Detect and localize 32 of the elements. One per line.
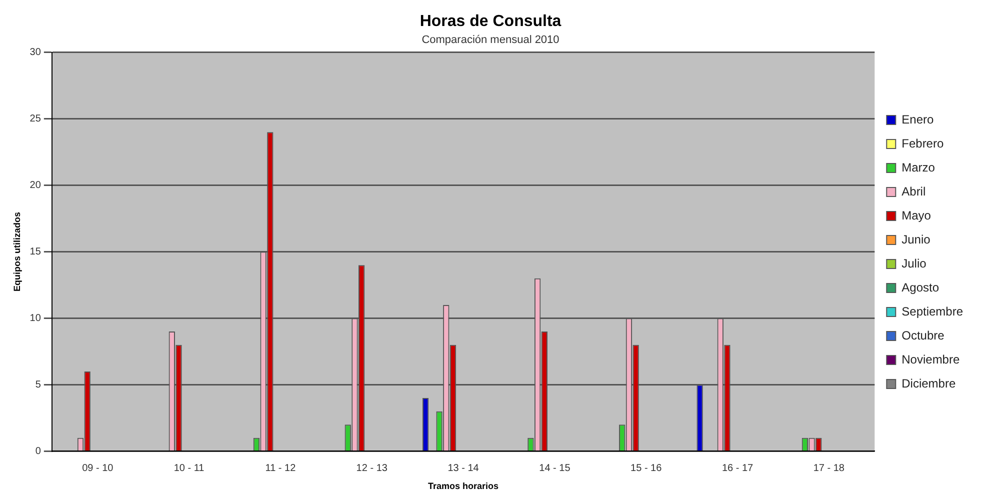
chart-subtitle: Comparación mensual 2010: [422, 34, 560, 46]
x-tick-label: 17 - 18: [813, 462, 845, 474]
legend-label: Mayo: [902, 208, 932, 222]
x-tick-label: 12 - 13: [356, 462, 388, 474]
y-axis-title: Equipos utilizados: [12, 212, 22, 292]
legend-label: Junio: [902, 232, 931, 246]
x-axis-title: Tramos horarios: [428, 481, 499, 492]
x-tick-label: 13 - 14: [448, 462, 480, 474]
legend-label: Marzo: [902, 160, 936, 174]
legend-label: Septiembre: [902, 304, 964, 318]
legend-label: Julio: [902, 256, 927, 270]
legend-label: Abril: [902, 184, 926, 198]
legend-label: Diciembre: [902, 376, 956, 390]
legend-label: Agosto: [902, 280, 940, 294]
x-tick-label: 16 - 17: [722, 462, 754, 474]
y-tick-label: 5: [35, 379, 42, 390]
legend-label: Enero: [902, 112, 934, 126]
x-tick-label: 09 - 10: [82, 462, 114, 474]
legend-label: Febrero: [902, 136, 944, 150]
y-tick-label: 30: [30, 47, 42, 58]
x-tick-label: 11 - 12: [265, 462, 296, 474]
chart-title: Horas de Consulta: [420, 13, 562, 30]
x-tick-label: 15 - 16: [630, 462, 662, 474]
x-tick-label: 14 - 15: [539, 462, 571, 474]
y-tick-label: 0: [35, 446, 42, 457]
y-tick-label: 20: [30, 180, 42, 192]
y-tick-label: 15: [30, 246, 42, 258]
y-tick-label: 10: [30, 313, 42, 324]
y-tick-label: 25: [30, 114, 42, 125]
legend-label: Noviembre: [902, 352, 960, 366]
legend-label: Octubre: [902, 328, 945, 342]
x-tick-label: 10 - 11: [174, 462, 205, 474]
